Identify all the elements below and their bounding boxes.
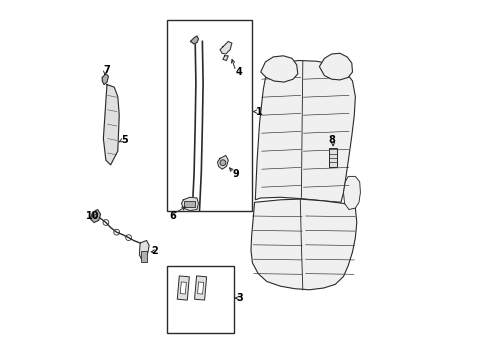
Polygon shape <box>103 85 119 165</box>
Polygon shape <box>90 210 101 222</box>
Polygon shape <box>197 282 203 294</box>
Bar <box>183 201 194 207</box>
Polygon shape <box>180 282 186 294</box>
Polygon shape <box>181 197 198 211</box>
Text: 5: 5 <box>121 135 128 145</box>
Polygon shape <box>139 240 149 260</box>
Polygon shape <box>102 74 108 85</box>
Text: 2: 2 <box>151 246 158 256</box>
Polygon shape <box>250 199 356 290</box>
Polygon shape <box>190 36 198 44</box>
Polygon shape <box>319 53 352 80</box>
Bar <box>167 266 233 333</box>
Circle shape <box>220 160 225 166</box>
Text: 6: 6 <box>168 211 175 221</box>
Polygon shape <box>194 276 206 300</box>
Bar <box>167 20 251 211</box>
Text: 9: 9 <box>232 168 239 179</box>
Polygon shape <box>177 276 189 300</box>
Polygon shape <box>255 60 355 202</box>
Polygon shape <box>223 56 228 60</box>
Polygon shape <box>343 176 360 210</box>
Polygon shape <box>220 41 231 54</box>
Polygon shape <box>260 56 297 82</box>
Polygon shape <box>217 156 228 169</box>
Bar <box>141 251 147 262</box>
Text: 1: 1 <box>256 107 262 117</box>
Bar <box>328 148 336 167</box>
Text: 10: 10 <box>86 211 100 221</box>
Text: 7: 7 <box>103 65 110 75</box>
Text: 8: 8 <box>327 135 334 145</box>
Text: 4: 4 <box>235 67 242 77</box>
Text: 3: 3 <box>236 293 243 303</box>
